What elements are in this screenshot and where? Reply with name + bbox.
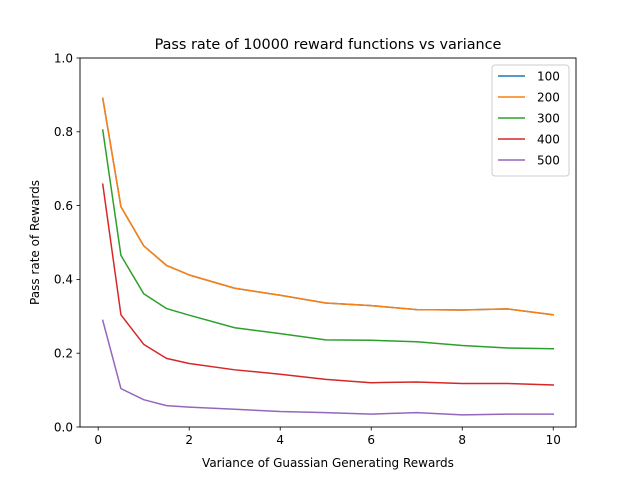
y-tick-label: 0.4 bbox=[54, 273, 73, 287]
legend: 100 200 300 400 500 bbox=[491, 64, 570, 177]
x-tick-label: 4 bbox=[276, 433, 284, 447]
series-line-200 bbox=[101, 97, 555, 316]
plot-frame bbox=[79, 57, 577, 428]
y-tick-label: 0.8 bbox=[54, 125, 73, 139]
x-tick-label: 10 bbox=[546, 433, 561, 447]
legend-label-200: 200 bbox=[537, 90, 560, 104]
y-axis-label: Pass rate of Rewards bbox=[28, 180, 42, 305]
x-tick-label: 0 bbox=[94, 433, 102, 447]
y-tick-label: 0.2 bbox=[54, 347, 73, 361]
series-line-300 bbox=[101, 129, 555, 350]
series-line-500 bbox=[101, 319, 554, 416]
y-tick-label: 0.0 bbox=[54, 420, 73, 434]
plot-lines bbox=[101, 97, 555, 416]
x-axis-ticks: 0 2 4 6 8 10 bbox=[94, 427, 561, 447]
legend-label-300: 300 bbox=[537, 111, 560, 125]
legend-box bbox=[491, 64, 570, 177]
y-axis-ticks: 0.0 0.2 0.4 0.6 0.8 1.0 bbox=[54, 51, 80, 434]
legend-label-500: 500 bbox=[537, 153, 560, 167]
x-tick-label: 8 bbox=[458, 433, 466, 447]
x-tick-label: 6 bbox=[367, 433, 375, 447]
y-tick-label: 1.0 bbox=[54, 51, 73, 65]
x-tick-label: 2 bbox=[185, 433, 193, 447]
legend-label-100: 100 bbox=[537, 69, 560, 83]
series-line-400 bbox=[101, 183, 555, 386]
x-axis-label: Variance of Guassian Generating Rewards bbox=[202, 456, 454, 470]
legend-label-400: 400 bbox=[537, 132, 560, 146]
chart-title: Pass rate of 10000 reward functions vs v… bbox=[155, 37, 502, 53]
y-tick-label: 0.6 bbox=[54, 199, 73, 213]
